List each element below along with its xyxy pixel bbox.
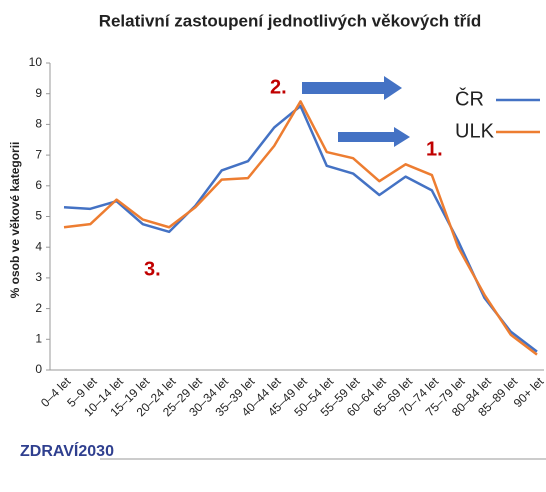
legend-label: ČR xyxy=(455,87,484,110)
y-tick-label: 4 xyxy=(35,239,42,253)
annotation: 1. xyxy=(426,138,443,160)
y-tick-label: 2 xyxy=(35,301,42,315)
y-tick-label: 1 xyxy=(35,331,42,345)
y-tick-label: 0 xyxy=(35,362,42,376)
chart-title: Relativní zastoupení jednotlivých věkový… xyxy=(99,11,482,30)
arrow xyxy=(338,127,410,147)
y-tick-label: 3 xyxy=(35,270,42,284)
y-tick-label: 9 xyxy=(35,86,42,100)
y-tick-label: 5 xyxy=(35,209,42,223)
annotation: 2. xyxy=(270,76,287,98)
y-tick-label: 6 xyxy=(35,178,42,192)
annotation: 3. xyxy=(144,258,161,280)
y-axis-label: % osob ve věkové kategorii xyxy=(8,142,22,299)
x-tick-label: 90+ let xyxy=(511,374,546,410)
series-line xyxy=(63,100,538,356)
y-tick-label: 10 xyxy=(29,55,43,69)
legend-label: ULK xyxy=(455,120,495,142)
y-tick-label: 8 xyxy=(35,117,42,131)
logo: ZDRAVÍ2030 xyxy=(20,441,114,460)
arrow xyxy=(302,76,402,100)
y-tick-label: 7 xyxy=(35,147,42,161)
series-line xyxy=(63,104,538,353)
